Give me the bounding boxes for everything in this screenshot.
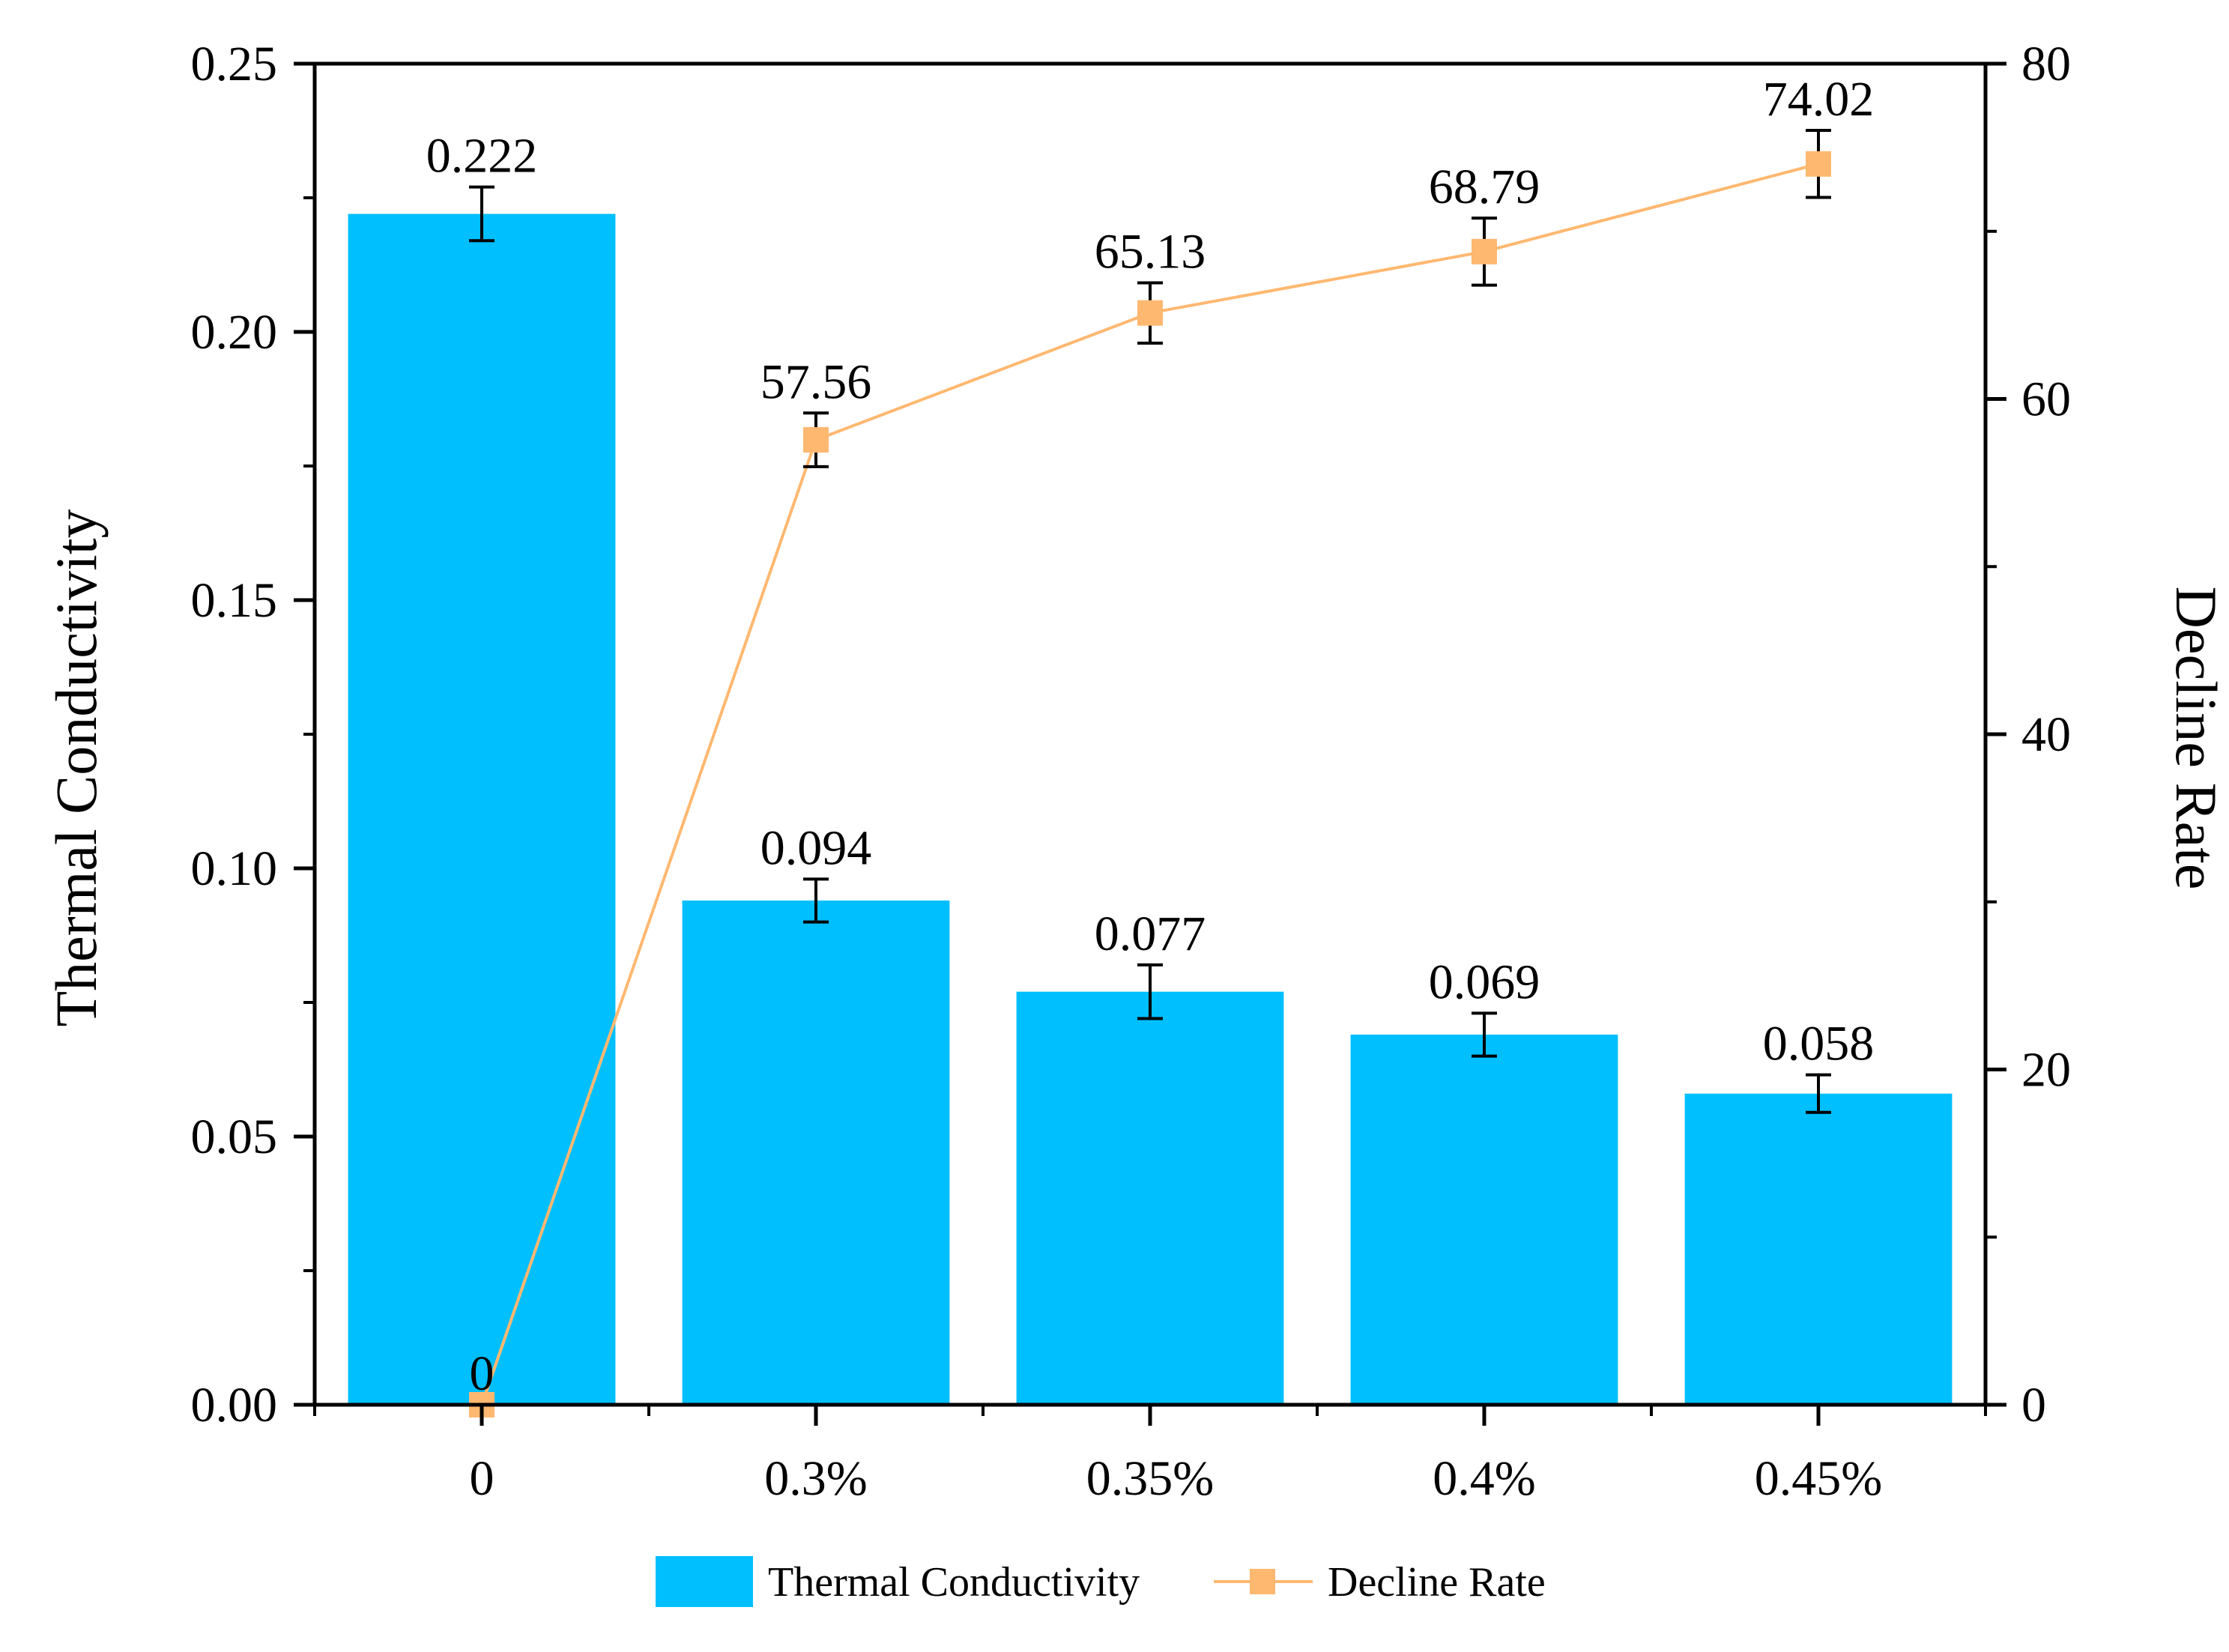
y-axis-title-left: Thermal Conductivity — [43, 509, 109, 1026]
bar-4 — [1684, 1093, 1953, 1405]
decline-rate-point-2 — [1137, 300, 1163, 326]
bars-layer — [348, 185, 1953, 1406]
line-layer — [469, 129, 1831, 1417]
ticks-layer: 0.00 0.05 0.10 0.15 0.20 0.25 0 20 40 60 80 0 0.3% 0.… — [191, 37, 2072, 1506]
line-value-label-4: 74.02 — [1763, 72, 1875, 127]
bar-1 — [682, 900, 950, 1405]
y-tick-label-right-4: 80 — [2021, 37, 2071, 91]
y-tick-label-left-1: 0.05 — [191, 1110, 278, 1164]
data-labels-layer: 0.222 0.094 0.077 0.069 0.058 0 57.56 65.13 68.7… — [426, 72, 1875, 1401]
x-tick-label-3: 0.4% — [1433, 1451, 1535, 1506]
y-tick-label-right-1: 20 — [2021, 1043, 2071, 1098]
legend-label-decline-rate: Decline Rate — [1328, 1559, 1546, 1606]
y-tick-label-right-2: 40 — [2021, 707, 2071, 762]
bar-value-label-0: 0.222 — [426, 129, 538, 184]
bar-value-label-1: 0.094 — [760, 820, 872, 875]
legend-marker-decline-rate — [1250, 1569, 1275, 1594]
bar-value-label-3: 0.069 — [1429, 954, 1540, 1009]
x-tick-label-2: 0.35% — [1086, 1451, 1214, 1506]
y-tick-label-left-0: 0.00 — [191, 1378, 278, 1432]
decline-rate-point-4 — [1806, 151, 1831, 177]
line-value-label-1: 57.56 — [760, 354, 872, 409]
bar-value-label-4: 0.058 — [1763, 1017, 1875, 1071]
x-tick-label-0: 0 — [470, 1451, 495, 1506]
y-tick-label-left-3: 0.15 — [191, 573, 278, 628]
y-tick-label-left-2: 0.10 — [191, 841, 278, 896]
legend-swatch-thermal-conductivity — [656, 1556, 753, 1607]
y-tick-label-right-0: 0 — [2021, 1378, 2046, 1432]
line-value-label-0: 0 — [470, 1346, 495, 1401]
x-tick-label-4: 0.45% — [1755, 1451, 1882, 1506]
bar-value-label-2: 0.077 — [1095, 907, 1206, 961]
y-axis-title-right: Decline Rate — [2164, 587, 2229, 890]
legend: Thermal Conductivity Decline Rate — [656, 1556, 1546, 1607]
y-tick-label-left-5: 0.25 — [191, 37, 278, 91]
legend-label-thermal-conductivity: Thermal Conductivity — [768, 1559, 1140, 1606]
decline-rate-point-1 — [803, 427, 829, 453]
decline-rate-point-3 — [1472, 238, 1497, 264]
x-tick-label-1: 0.3% — [764, 1451, 867, 1506]
line-value-label-3: 68.79 — [1429, 160, 1540, 214]
y-tick-label-right-3: 60 — [2021, 372, 2071, 427]
bar-0 — [348, 214, 616, 1406]
bar-3 — [1350, 1034, 1618, 1405]
y-tick-label-left-4: 0.20 — [191, 305, 278, 360]
bar-2 — [1016, 991, 1284, 1405]
line-value-label-2: 65.13 — [1095, 224, 1206, 279]
